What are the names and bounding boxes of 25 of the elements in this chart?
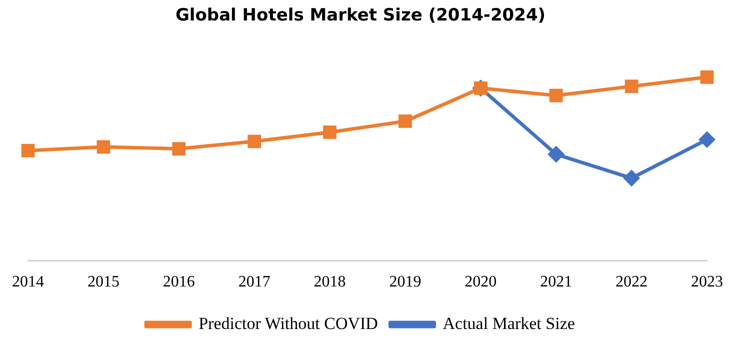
legend-label: Predictor Without COVID bbox=[198, 314, 378, 333]
x-tick-label: 2015 bbox=[87, 274, 120, 291]
point bbox=[248, 134, 262, 148]
point bbox=[624, 170, 640, 186]
point bbox=[96, 140, 110, 154]
x-tick-label: 2019 bbox=[389, 274, 422, 291]
x-tick-label: 2018 bbox=[314, 274, 346, 291]
x-tick-label: 2014 bbox=[12, 274, 44, 291]
x-tick-label: 2023 bbox=[691, 274, 723, 291]
point bbox=[548, 146, 564, 162]
point bbox=[549, 88, 563, 102]
legend-label: Actual Market Size bbox=[442, 314, 575, 333]
point bbox=[323, 126, 336, 139]
x-tick-label: 2022 bbox=[616, 274, 648, 291]
point bbox=[172, 142, 186, 156]
point bbox=[21, 144, 35, 158]
point bbox=[699, 132, 715, 148]
point bbox=[700, 70, 714, 84]
x-tick-label: 2020 bbox=[464, 274, 497, 291]
x-tick-label: 2017 bbox=[238, 274, 270, 291]
x-tick-label: 2021 bbox=[540, 274, 572, 291]
point bbox=[398, 114, 412, 128]
point bbox=[624, 80, 638, 94]
x-tick-label: 2016 bbox=[162, 274, 195, 291]
chart-title: Global Hotels Market Size (2014-2024) bbox=[175, 6, 546, 26]
